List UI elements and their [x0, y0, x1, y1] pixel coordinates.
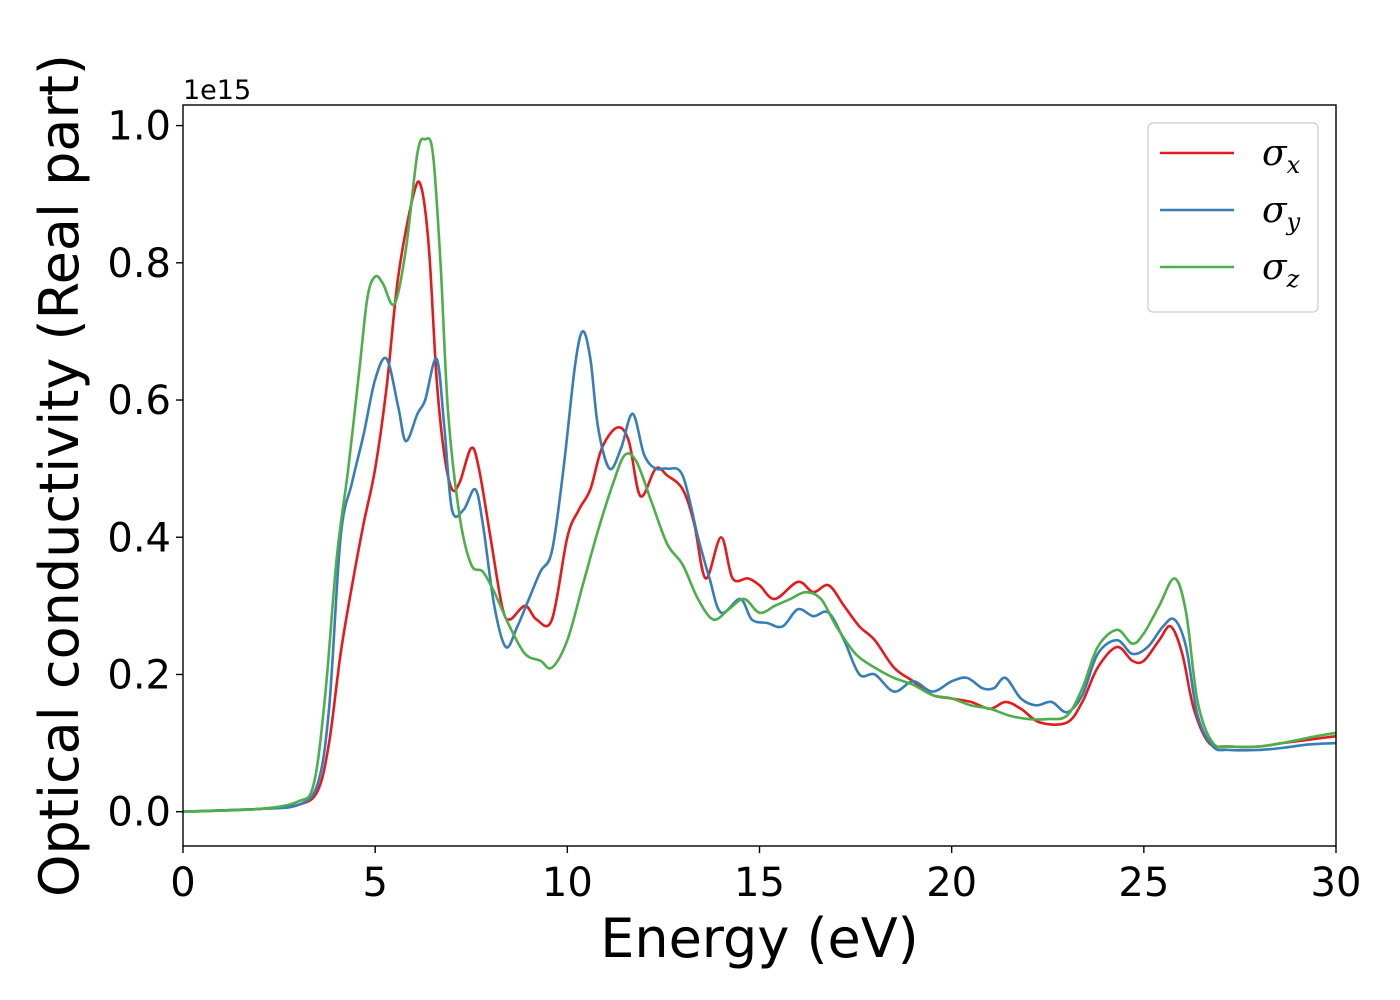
- y-axis-offset-label: 1e15: [183, 75, 251, 106]
- y-axis-ticks: 0.0 0.2 0.4 0.6 0.8 1.0: [107, 104, 183, 836]
- legend: σx σy σz: [1147, 122, 1319, 313]
- y-tick-label: 0.2: [107, 652, 171, 698]
- y-tick-label: 0.0: [107, 790, 171, 836]
- series-line-sigma-y: [183, 330, 1336, 813]
- legend-box: [1147, 122, 1319, 313]
- x-axis-ticks: 0 5 10 15 20 25 30: [170, 846, 1361, 906]
- series-layer: [183, 136, 1336, 813]
- x-tick-label: 30: [1311, 860, 1362, 906]
- x-tick-label: 25: [1118, 860, 1169, 906]
- x-tick-label: 10: [542, 860, 593, 906]
- y-tick-label: 0.6: [107, 378, 171, 424]
- legend-label: σx: [1262, 133, 1301, 179]
- x-tick-label: 20: [926, 860, 977, 906]
- x-tick-label: 0: [170, 860, 195, 906]
- series-line-sigma-z: [183, 136, 1336, 813]
- legend-label: σz: [1262, 247, 1300, 293]
- legend-item-sigma-x: σx: [1160, 133, 1301, 179]
- y-tick-label: 1.0: [107, 104, 171, 150]
- series-line-sigma-x: [183, 180, 1336, 813]
- legend-label: σy: [1262, 190, 1301, 236]
- y-tick-label: 0.8: [107, 241, 171, 287]
- x-tick-label: 15: [734, 860, 785, 906]
- y-axis-label: Optical conductivity (Real part): [28, 54, 91, 897]
- y-tick-label: 0.4: [107, 515, 171, 561]
- x-tick-label: 5: [362, 860, 387, 906]
- legend-item-sigma-y: σy: [1160, 190, 1301, 236]
- x-axis-label: Energy (eV): [600, 907, 919, 970]
- legend-item-sigma-z: σz: [1160, 247, 1300, 293]
